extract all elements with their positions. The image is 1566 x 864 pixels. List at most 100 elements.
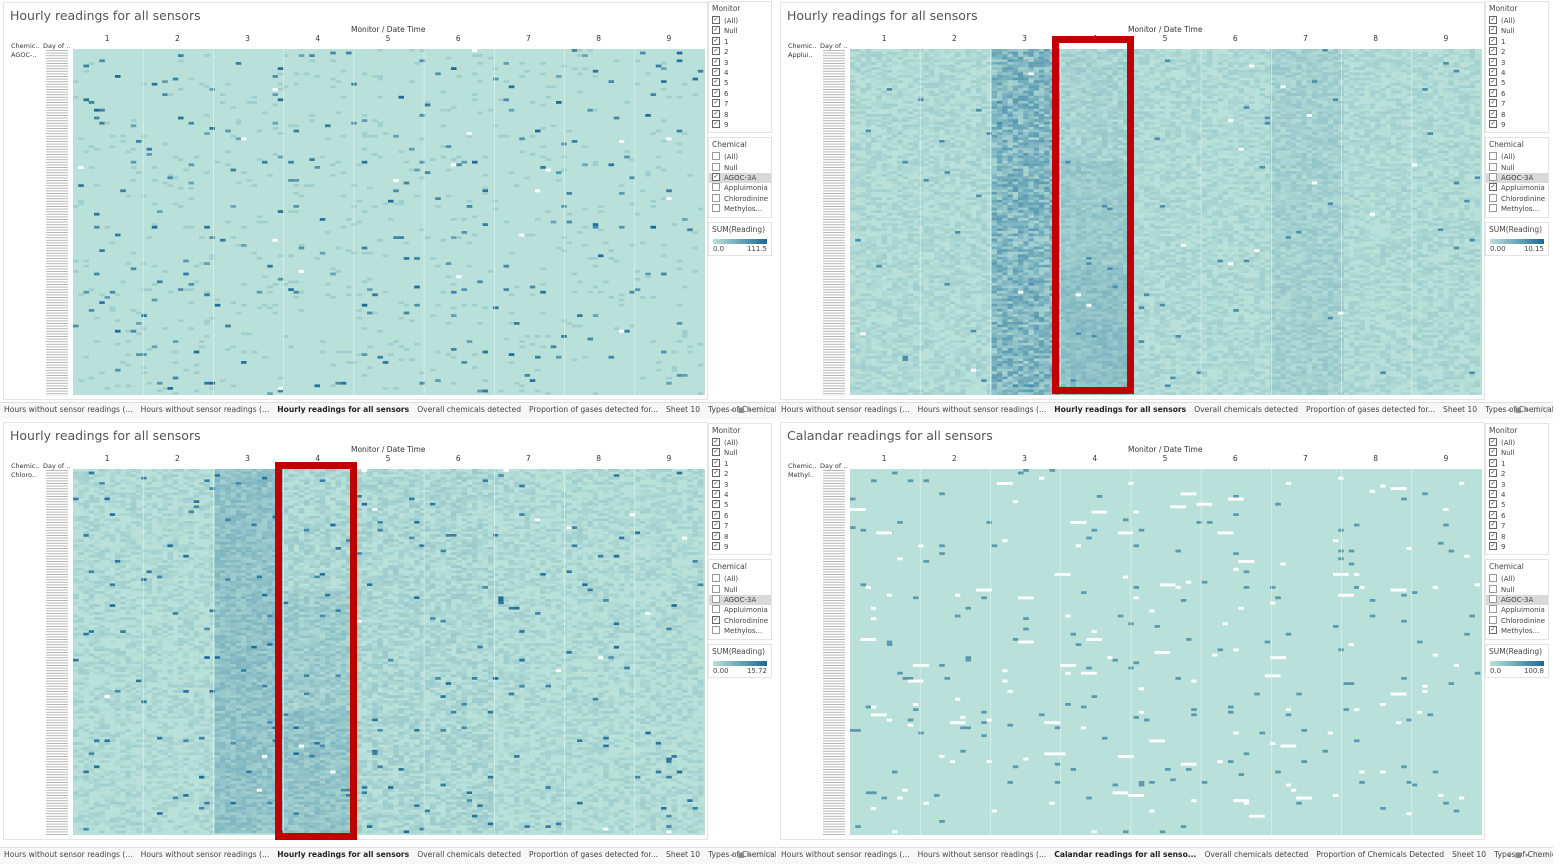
monitor-filter-item[interactable]: ✓ 8: [709, 531, 771, 542]
heatmap-grid[interactable]: [73, 469, 705, 835]
monitor-filter-item[interactable]: ✓ Null: [1486, 448, 1548, 458]
checkbox-checked-icon[interactable]: ✓: [1489, 489, 1497, 498]
chemical-filter-item[interactable]: Chlorodinine: [709, 193, 771, 204]
checkbox-checked-icon[interactable]: ✓: [1489, 26, 1497, 35]
monitor-filter-item[interactable]: ✓ 2: [709, 47, 771, 57]
checkbox-checked-icon[interactable]: ✓: [712, 109, 720, 118]
monitor-filter-item[interactable]: ✓ 6: [709, 88, 771, 99]
sheet-tab[interactable]: Overall chemicals detected: [413, 403, 525, 417]
checkbox-checked-icon[interactable]: ✓: [712, 510, 720, 519]
monitor-filter-item[interactable]: ✓ 9: [709, 119, 771, 130]
checkbox-checked-icon[interactable]: ✓: [1489, 119, 1497, 128]
checkbox-empty-icon[interactable]: [1489, 193, 1497, 202]
sheet-tab[interactable]: Hours without sensor readings (...: [137, 403, 274, 417]
heatmap-grid[interactable]: [73, 49, 705, 395]
sheet-tab[interactable]: Types of Chemicals detected: [704, 403, 776, 417]
checkbox-empty-icon[interactable]: [1489, 574, 1497, 583]
monitor-filter-item[interactable]: ✓ 9: [1486, 541, 1548, 552]
checkbox-empty-icon[interactable]: [712, 574, 720, 583]
chemical-filter-item[interactable]: ✓ Methylos...: [1486, 626, 1548, 636]
checkbox-empty-icon[interactable]: [1489, 605, 1497, 614]
checkbox-checked-icon[interactable]: ✓: [1489, 626, 1497, 635]
monitor-filter-item[interactable]: ✓ 4: [709, 67, 771, 78]
monitor-filter-item[interactable]: ✓ Null: [1486, 26, 1548, 36]
sheet-tab[interactable]: Overall chemicals detected: [1190, 403, 1302, 417]
monitor-filter-item[interactable]: ✓ (All): [1486, 438, 1548, 448]
checkbox-checked-icon[interactable]: ✓: [1489, 510, 1497, 519]
monitor-filter-item[interactable]: ✓ 5: [709, 78, 771, 88]
monitor-filter-item[interactable]: ✓ 3: [709, 57, 771, 68]
monitor-filter-item[interactable]: ✓ (All): [1486, 16, 1548, 26]
sheet-tab[interactable]: Hours without sensor readings (...: [0, 848, 137, 862]
checkbox-checked-icon[interactable]: ✓: [712, 57, 720, 66]
monitor-filter-item[interactable]: ✓ 1: [1486, 36, 1548, 47]
checkbox-checked-icon[interactable]: ✓: [712, 521, 720, 530]
monitor-filter-item[interactable]: ✓ 2: [1486, 469, 1548, 479]
checkbox-checked-icon[interactable]: ✓: [712, 531, 720, 540]
checkbox-checked-icon[interactable]: ✓: [712, 541, 720, 550]
tab-navigation-controls[interactable]: ◂ ■ ▸ ⛶ ▽: [730, 851, 772, 860]
monitor-filter-item[interactable]: ✓ 3: [1486, 479, 1548, 490]
checkbox-checked-icon[interactable]: ✓: [712, 469, 720, 478]
chemical-filter-item[interactable]: Appluimonia: [1486, 605, 1548, 615]
sheet-tab[interactable]: Overall chemicals detected: [1200, 848, 1312, 862]
heatmap-grid[interactable]: [850, 49, 1482, 395]
monitor-filter-item[interactable]: ✓ 9: [1486, 119, 1548, 130]
monitor-filter-item[interactable]: ✓ 2: [1486, 47, 1548, 57]
checkbox-checked-icon[interactable]: ✓: [1489, 438, 1497, 446]
monitor-filter-item[interactable]: ✓ 8: [1486, 531, 1548, 542]
chemical-filter-item[interactable]: (All): [709, 152, 771, 162]
chemical-filter-item[interactable]: (All): [1486, 152, 1548, 162]
checkbox-empty-icon[interactable]: [712, 595, 720, 604]
checkbox-checked-icon[interactable]: ✓: [1489, 47, 1497, 56]
checkbox-checked-icon[interactable]: ✓: [1489, 16, 1497, 24]
checkbox-checked-icon[interactable]: ✓: [712, 16, 720, 24]
checkbox-empty-icon[interactable]: [712, 193, 720, 202]
sheet-tab[interactable]: Proportion of gases detected for...: [525, 403, 662, 417]
monitor-filter-item[interactable]: ✓ 9: [709, 541, 771, 552]
chemical-filter-item[interactable]: Appluimonia: [709, 605, 771, 615]
monitor-filter-item[interactable]: ✓ 4: [1486, 489, 1548, 500]
monitor-filter-item[interactable]: ✓ 7: [1486, 521, 1548, 531]
checkbox-checked-icon[interactable]: ✓: [712, 173, 720, 182]
checkbox-checked-icon[interactable]: ✓: [712, 26, 720, 35]
monitor-filter-item[interactable]: ✓ 3: [1486, 57, 1548, 68]
monitor-filter-item[interactable]: ✓ 5: [1486, 500, 1548, 510]
monitor-filter-item[interactable]: ✓ 6: [1486, 88, 1548, 99]
sheet-tab[interactable]: Types of Chemicals detected: [704, 848, 776, 862]
chemical-filter-item[interactable]: Methylos...: [709, 204, 771, 214]
sheet-tab[interactable]: Hours without sensor readings (...: [777, 848, 914, 862]
monitor-filter-item[interactable]: ✓ 8: [1486, 109, 1548, 120]
monitor-filter-item[interactable]: ✓ 4: [1486, 67, 1548, 78]
checkbox-empty-icon[interactable]: [712, 183, 720, 192]
checkbox-checked-icon[interactable]: ✓: [712, 99, 720, 108]
chemical-filter-item[interactable]: AGOC-3A: [709, 595, 771, 606]
chemical-filter-item[interactable]: Appluimonia: [709, 183, 771, 193]
chemical-filter-item[interactable]: AGOC-3A: [1486, 595, 1548, 606]
monitor-filter-item[interactable]: ✓ 4: [709, 489, 771, 500]
checkbox-checked-icon[interactable]: ✓: [712, 119, 720, 128]
checkbox-empty-icon[interactable]: [712, 162, 720, 171]
tab-navigation-controls[interactable]: ◂ ■ ▸ ⛶ ▽: [730, 406, 772, 415]
checkbox-checked-icon[interactable]: ✓: [712, 78, 720, 87]
checkbox-checked-icon[interactable]: ✓: [1489, 78, 1497, 87]
checkbox-empty-icon[interactable]: [712, 626, 720, 635]
checkbox-checked-icon[interactable]: ✓: [712, 615, 720, 624]
chemical-filter-item[interactable]: Null: [709, 162, 771, 173]
sheet-tab[interactable]: Hours without sensor readings (...: [914, 848, 1051, 862]
checkbox-checked-icon[interactable]: ✓: [712, 479, 720, 488]
sheet-tab[interactable]: Types of Chemicals detect...: [1490, 848, 1553, 862]
sheet-tab[interactable]: Hours without sensor readings (...: [914, 403, 1051, 417]
checkbox-checked-icon[interactable]: ✓: [712, 47, 720, 56]
chemical-filter-item[interactable]: (All): [1486, 574, 1548, 584]
checkbox-empty-icon[interactable]: [712, 605, 720, 614]
checkbox-checked-icon[interactable]: ✓: [712, 438, 720, 446]
checkbox-checked-icon[interactable]: ✓: [1489, 479, 1497, 488]
chemical-filter-item[interactable]: Chlorodinine: [1486, 193, 1548, 204]
checkbox-checked-icon[interactable]: ✓: [1489, 531, 1497, 540]
checkbox-checked-icon[interactable]: ✓: [1489, 183, 1497, 192]
chemical-filter-item[interactable]: Chlorodinine: [1486, 615, 1548, 626]
checkbox-checked-icon[interactable]: ✓: [1489, 109, 1497, 118]
checkbox-checked-icon[interactable]: ✓: [1489, 521, 1497, 530]
sheet-tab[interactable]: Hourly readings for all sensors: [273, 848, 413, 862]
